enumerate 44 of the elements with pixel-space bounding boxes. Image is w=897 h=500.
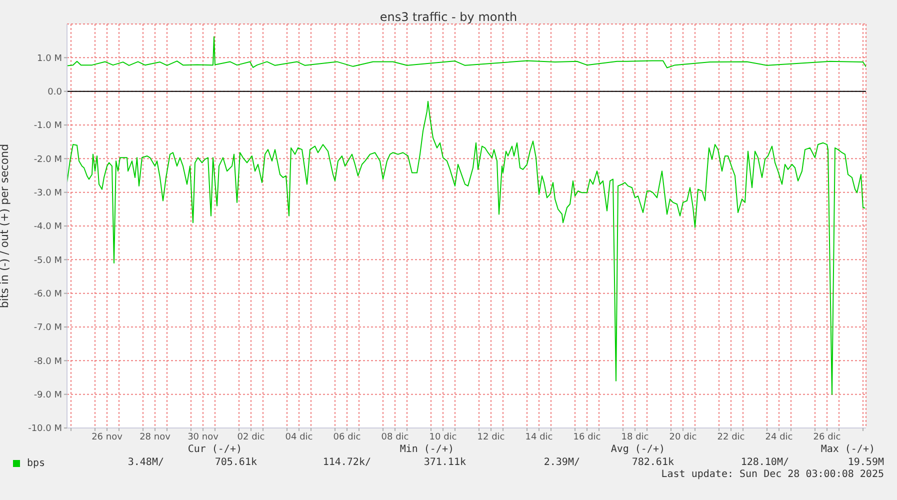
chart-title: ens3 traffic - by month: [380, 10, 518, 24]
x-tick-label: 28 nov: [140, 432, 172, 442]
text: 705.61k: [214, 457, 257, 468]
text: 782.61k: [632, 457, 674, 468]
y-tick-label: 0.0: [48, 88, 62, 98]
y-tick-label: -3.0 M: [34, 188, 62, 199]
x-tick-label: 02 dic: [237, 432, 265, 442]
y-tick-label: 1.0 M: [37, 54, 62, 64]
x-tick-label: 24 dic: [765, 432, 793, 442]
x-tick-label: 08 dic: [381, 432, 409, 442]
y-tick-label: -8.0 M: [34, 356, 62, 367]
x-tick-label: 30 nov: [188, 432, 220, 442]
text: Max (-/+): [820, 444, 875, 455]
y-tick-label: -4.0 M: [34, 222, 62, 232]
x-tick-label: 14 dic: [525, 432, 553, 442]
text: 19.59M: [848, 457, 884, 468]
text: Min (-/+): [400, 444, 454, 455]
text: 114.72k/: [322, 457, 371, 468]
y-tick-label: -6.0 M: [34, 290, 62, 300]
text: 128.10M/: [740, 457, 789, 468]
text: Avg (-/+): [610, 444, 665, 455]
x-tick-label: 06 dic: [333, 432, 361, 442]
text: 2.39M/: [544, 457, 580, 468]
y-tick-label: -1.0 M: [34, 121, 62, 132]
y-axis-title: bits in (-) / out (+) per second: [0, 144, 11, 308]
y-tick-label: -9.0 M: [34, 390, 62, 401]
x-tick-label: 12 dic: [477, 432, 505, 442]
y-tick-label: -7.0 M: [34, 323, 62, 334]
legend-label: bps: [27, 458, 46, 469]
x-tick-label: 20 dic: [669, 432, 697, 442]
x-tick-label: 18 dic: [621, 432, 649, 442]
text: Last update: Sun Dec 28 03:00:08 2025: [661, 469, 884, 480]
x-tick-label: 10 dic: [429, 432, 457, 442]
y-tick-label: -2.0 M: [34, 154, 62, 165]
x-tick-label: 26 nov: [92, 432, 124, 442]
x-tick-label: 22 dic: [717, 432, 745, 442]
text: 3.48M/: [128, 457, 164, 468]
x-tick-label: 16 dic: [573, 432, 601, 442]
x-tick-label: 26 dic: [813, 432, 841, 442]
y-tick-label: -5.0 M: [34, 256, 62, 266]
text: Cur (-/+): [188, 444, 242, 455]
x-tick-label: 04 dic: [285, 432, 313, 442]
y-tick-label: -10.0 M: [28, 424, 62, 434]
text: 371.11k: [424, 457, 466, 468]
